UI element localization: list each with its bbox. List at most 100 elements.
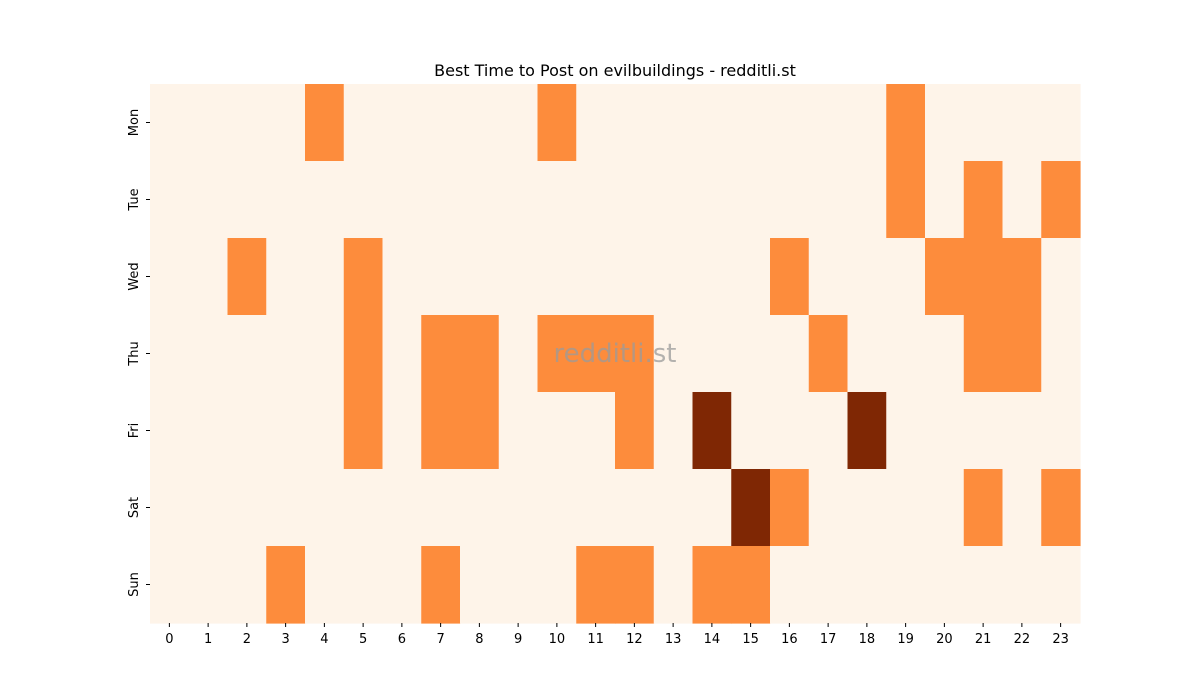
- heatmap-cell-sat-23: [1041, 469, 1081, 547]
- heatmap-cell-wed-15: [731, 238, 771, 316]
- heatmap-cell-sat-20: [925, 469, 965, 547]
- heatmap-cell-sun-10: [537, 546, 577, 624]
- heatmap-cell-tue-7: [421, 161, 461, 239]
- heatmap-cell-thu-7: [421, 315, 461, 393]
- heatmap-cell-sun-15: [731, 546, 771, 624]
- heatmap-cell-thu-16: [770, 315, 810, 393]
- heatmap-cell-tue-13: [653, 161, 694, 239]
- heatmap-cell-sun-11: [576, 546, 616, 624]
- y-tick-label: Fri: [127, 423, 142, 439]
- heatmap-cell-thu-10: [537, 315, 577, 393]
- heatmap-cell-sat-10: [537, 469, 577, 547]
- heatmap-cell-fri-21: [963, 392, 1004, 470]
- heatmap-cell-thu-19: [886, 315, 926, 393]
- x-tick-label: 17: [820, 632, 837, 647]
- heatmap-cell-sun-13: [653, 546, 694, 624]
- heatmap-cell-sat-13: [653, 469, 694, 547]
- heatmap-cell-tue-2: [227, 161, 267, 239]
- x-tick-label: 7: [436, 632, 444, 647]
- x-tick-label: 23: [1052, 632, 1069, 647]
- heatmap-cell-sun-1: [188, 546, 229, 624]
- heatmap-cell-mon-20: [925, 84, 965, 162]
- heatmap-cell-sat-2: [227, 469, 267, 547]
- heatmap-cell-sun-0: [150, 546, 190, 624]
- heatmap-cell-wed-20: [925, 238, 965, 316]
- heatmap-cell-fri-19: [886, 392, 926, 470]
- heatmap-cell-mon-21: [963, 84, 1004, 162]
- heatmap-cell-thu-2: [227, 315, 267, 393]
- x-tick-label: 22: [1014, 632, 1031, 647]
- heatmap-cell-sat-21: [963, 469, 1004, 547]
- heatmap-cell-wed-13: [653, 238, 694, 316]
- heatmap-cell-wed-2: [227, 238, 267, 316]
- heatmap-cell-sun-23: [1041, 546, 1081, 624]
- heatmap-cell-sun-12: [615, 546, 655, 624]
- heatmap-cell-wed-23: [1041, 238, 1081, 316]
- x-tick-label: 9: [514, 632, 522, 647]
- heatmap-cell-tue-21: [963, 161, 1004, 239]
- heatmap-cell-wed-8: [460, 238, 500, 316]
- heatmap-cell-mon-3: [266, 84, 306, 162]
- heatmap-cell-tue-0: [150, 161, 190, 239]
- x-tick-label: 10: [549, 632, 566, 647]
- heatmap-cell-sat-12: [615, 469, 655, 547]
- x-tick-label: 19: [897, 632, 914, 647]
- heatmap-cell-tue-1: [188, 161, 229, 239]
- heatmap-cell-sat-1: [188, 469, 229, 547]
- heatmap-cell-mon-5: [343, 84, 384, 162]
- heatmap-cell-wed-7: [421, 238, 461, 316]
- heatmap-cell-thu-18: [847, 315, 887, 393]
- heatmap-cell-wed-10: [537, 238, 577, 316]
- heatmap-cell-sun-21: [963, 546, 1004, 624]
- x-tick-label: 2: [243, 632, 251, 647]
- heatmap-cell-sun-17: [808, 546, 849, 624]
- heatmap-cell-sun-3: [266, 546, 306, 624]
- heatmap-cell-thu-0: [150, 315, 190, 393]
- heatmap-cell-sun-16: [770, 546, 810, 624]
- heatmap-cell-thu-3: [266, 315, 306, 393]
- heatmap-cell-mon-1: [188, 84, 229, 162]
- heatmap-cell-wed-18: [847, 238, 887, 316]
- heatmap-cell-sun-20: [925, 546, 965, 624]
- heatmap-cell-thu-5: [343, 315, 384, 393]
- heatmap-cell-fri-15: [731, 392, 771, 470]
- x-tick-label: 3: [281, 632, 289, 647]
- heatmap-cell-tue-6: [382, 161, 422, 239]
- heatmap-cell-mon-11: [576, 84, 616, 162]
- x-tick-label: 21: [975, 632, 992, 647]
- heatmap-cell-fri-17: [808, 392, 849, 470]
- x-tick-label: 6: [398, 632, 406, 647]
- heatmap-cell-mon-17: [808, 84, 849, 162]
- heatmap-cell-sat-5: [343, 469, 384, 547]
- x-tick-label: 11: [587, 632, 604, 647]
- heatmap-cell-wed-9: [498, 238, 539, 316]
- heatmap-cell-wed-4: [305, 238, 345, 316]
- x-tick-label: 1: [204, 632, 212, 647]
- heatmap-cell-mon-14: [692, 84, 732, 162]
- chart-title: Best Time to Post on evilbuildings - red…: [434, 61, 796, 80]
- heatmap-cell-tue-12: [615, 161, 655, 239]
- heatmap-cell-sun-2: [227, 546, 267, 624]
- heatmap-cell-fri-5: [343, 392, 384, 470]
- heatmap-cell-fri-9: [498, 392, 539, 470]
- heatmap-cell-mon-9: [498, 84, 539, 162]
- heatmap-cell-tue-10: [537, 161, 577, 239]
- y-tick-label: Sun: [127, 572, 142, 597]
- heatmap-cell-fri-7: [421, 392, 461, 470]
- heatmap-cell-tue-23: [1041, 161, 1081, 239]
- heatmap-cell-thu-8: [460, 315, 500, 393]
- heatmap-cell-thu-14: [692, 315, 732, 393]
- heatmap-cell-mon-23: [1041, 84, 1081, 162]
- heatmap-cell-sat-18: [847, 469, 887, 547]
- heatmap-cell-tue-18: [847, 161, 887, 239]
- heatmap-cell-sat-6: [382, 469, 422, 547]
- x-tick-label: 13: [665, 632, 682, 647]
- heatmap-cell-tue-8: [460, 161, 500, 239]
- x-tick-label: 16: [781, 632, 798, 647]
- heatmap-cell-mon-18: [847, 84, 887, 162]
- heatmap-cell-thu-9: [498, 315, 539, 393]
- heatmap-cell-tue-16: [770, 161, 810, 239]
- y-tick-label: Wed: [127, 262, 142, 290]
- heatmap-cell-mon-12: [615, 84, 655, 162]
